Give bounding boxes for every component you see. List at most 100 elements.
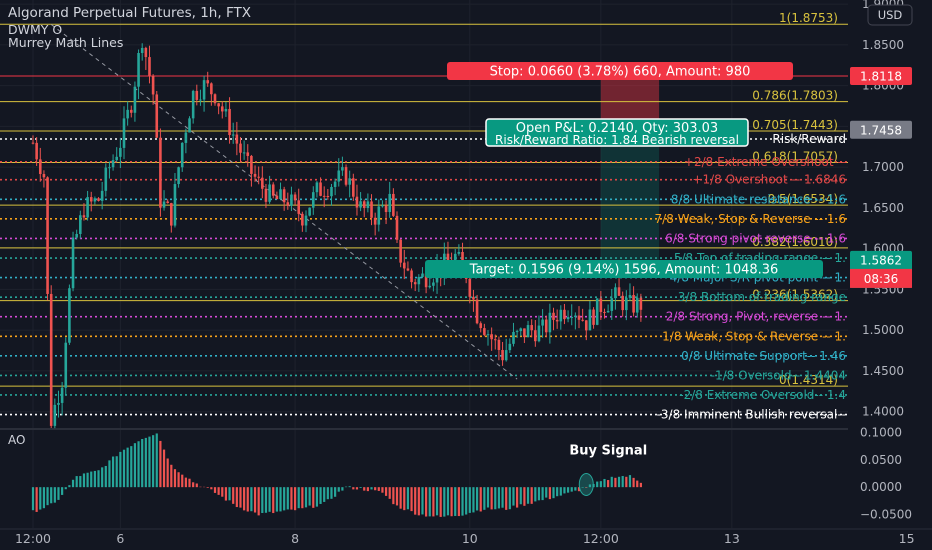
candle-body <box>264 188 268 202</box>
candle-body <box>352 178 355 197</box>
candle-body <box>159 137 162 208</box>
ao-histogram: Buy Signal <box>31 433 647 517</box>
candle-body <box>544 319 548 333</box>
candle-body <box>188 118 191 133</box>
candle-body <box>261 177 264 189</box>
candle-body <box>126 109 129 119</box>
time-tick: 8 <box>291 531 299 546</box>
candle-body <box>479 323 483 329</box>
candle-body <box>632 295 635 313</box>
target-badge-box <box>425 260 823 278</box>
candle-body <box>592 309 595 325</box>
fib-levels: 1(1.8753) 0.786(1.7803) 0.705(1.7443) 0.618… <box>0 11 848 387</box>
fib-label: 0.618(1.7057) <box>752 149 838 163</box>
candle-body <box>384 205 388 212</box>
candle-body <box>57 402 60 405</box>
candle-body <box>461 251 464 264</box>
candle-body <box>577 315 581 320</box>
candle-body <box>621 295 624 311</box>
candle-body <box>86 197 89 218</box>
trendline[interactable] <box>50 24 518 380</box>
candle-body <box>315 182 319 193</box>
candle-body <box>162 201 166 208</box>
candle-body <box>504 350 508 361</box>
price-tick: 1.4000 <box>862 405 904 419</box>
candle-body <box>530 325 533 331</box>
chart-title: Algorand Perpetual Futures, 1h, FTX <box>8 5 251 21</box>
candle-body <box>311 192 315 208</box>
stop-badge: Stop: 0.0660 (3.78%) 660, Amount: 980 <box>447 62 793 80</box>
candle-body <box>137 53 140 87</box>
candle-body <box>428 285 432 288</box>
candle-body <box>166 201 169 204</box>
candle-body <box>610 298 614 311</box>
target-badge: Target: 0.1596 (9.14%) 1596, Amount: 104… <box>425 260 823 278</box>
candle-body <box>177 167 180 185</box>
position-tool[interactable] <box>600 75 660 260</box>
candle-body <box>301 213 304 226</box>
candle-body <box>534 330 537 342</box>
candle-body <box>268 184 271 202</box>
murrey-label: 3/8 Bottom of trading range <box>678 290 846 304</box>
candle-body <box>228 108 231 136</box>
candle-body <box>355 196 359 208</box>
candle-body <box>129 109 133 113</box>
last-price: 1.5862 <box>860 253 902 267</box>
candle-body <box>191 90 195 119</box>
candle-body <box>377 206 381 225</box>
candle-body <box>213 94 217 104</box>
time-tick: 6 <box>116 531 124 546</box>
candle-body <box>563 309 566 320</box>
murrey-label: Risk/Reward <box>772 132 846 146</box>
candle-body <box>606 310 610 313</box>
candle-body <box>446 253 450 261</box>
candle-body <box>526 325 530 338</box>
candle-body <box>97 198 100 201</box>
candle-body <box>475 299 479 324</box>
ao-tick: 0.1000 <box>860 426 902 440</box>
murrey-label: 6/8 Strong pivot reverse -- 1.6 <box>665 231 846 245</box>
currency-label: USD <box>878 8 903 22</box>
currency-button[interactable] <box>867 4 913 26</box>
candle-body <box>625 297 628 311</box>
murrey-label: +1/8 Overshoot -- 1.6846 <box>692 173 846 187</box>
murrey-label: -1/8 Oversold-- 1.4404 <box>711 368 846 382</box>
price-tag-box <box>850 120 912 139</box>
ao-tick: 0.0000 <box>860 480 902 494</box>
candle-body <box>359 201 362 208</box>
candle-body <box>501 349 504 361</box>
candle-body <box>523 328 526 338</box>
candle-body <box>326 196 330 198</box>
countdown: 08:36 <box>864 272 899 286</box>
candle-body <box>406 268 410 271</box>
candle-body <box>155 94 159 138</box>
time-tick: 10 <box>462 531 478 546</box>
candle-body <box>628 295 632 298</box>
candle-body <box>457 251 461 254</box>
ao-title: AO <box>8 433 25 447</box>
indicator-murrey[interactable]: Murrey Math Lines <box>8 35 123 50</box>
candle-body <box>599 298 603 312</box>
candle-body <box>614 287 617 299</box>
stop-badge-box <box>447 62 793 80</box>
murrey-label: -2/8 Extreme Oversold-- 1.4 <box>679 388 846 402</box>
candle-body <box>140 47 144 54</box>
candle-body <box>574 315 577 318</box>
candle-body <box>64 342 68 388</box>
candle-body <box>250 155 253 174</box>
candle-body <box>330 186 333 197</box>
candle-body <box>322 195 326 197</box>
candle-body <box>421 273 424 277</box>
candle-body <box>468 278 472 297</box>
fib-label: 0.236(1.5362) <box>752 288 838 302</box>
candle-body <box>603 311 606 313</box>
pnl-box <box>485 118 749 147</box>
indicator-dwmy[interactable]: DWMY O <box>8 22 62 37</box>
time-tick: 12:00 <box>583 531 619 546</box>
candle-body <box>348 178 351 185</box>
price-tag-box <box>850 66 912 85</box>
candle-body <box>402 262 406 269</box>
murrey-label: 1/8 Weak, Stop & Reverse -- 1. <box>662 329 846 343</box>
